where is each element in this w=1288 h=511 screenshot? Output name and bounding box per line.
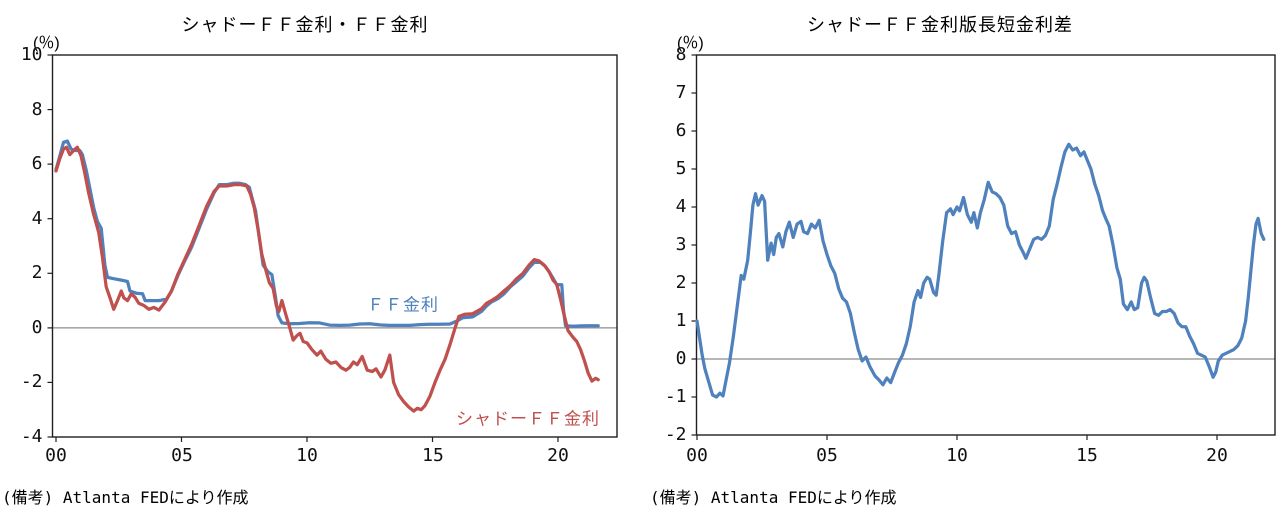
x-tick-label: 15 [422,445,444,466]
y-tick-label: -1 [664,386,687,407]
y-tick-label: 2 [31,262,43,283]
y-tick-label: 5 [675,158,687,179]
series-label-ff-rate: ＦＦ金利 [367,295,439,315]
y-tick-label: 4 [675,196,687,217]
y-tick-label: -2 [664,424,687,445]
x-tick-label: 20 [1206,445,1228,466]
x-tick-label: 00 [45,445,67,466]
left-chart-title: シャドーＦＦ金利・ＦＦ金利 [181,15,429,35]
x-tick-label: 05 [816,445,838,466]
x-tick-label: 00 [686,445,708,466]
y-tick-label: 7 [675,82,687,103]
x-tick-label: 10 [946,445,968,466]
left-chart-unit-label: (％) [33,35,60,52]
y-tick-label: 8 [675,44,687,65]
right-chart-unit-label: (％) [677,35,704,52]
y-tick-label: 8 [31,99,43,120]
y-tick-label: -4 [20,426,43,447]
series-line-0-1 [54,145,600,413]
x-tick-label: 10 [296,445,318,466]
y-tick-label: 0 [31,317,43,338]
left-chart-note: (備考) Atlanta FEDにより作成 [2,488,249,507]
y-tick-label: 0 [675,348,687,369]
right-chart-note: (備考) Atlanta FEDにより作成 [650,488,897,507]
series-label-shadow-ff-rate: シャドーＦＦ金利 [456,409,600,429]
y-tick-label: 10 [20,44,43,65]
x-tick-label: 15 [1076,445,1098,466]
y-tick-label: 4 [31,208,43,229]
right-chart-title: シャドーＦＦ金利版長短金利差 [807,15,1073,35]
y-tick-label: 3 [675,234,687,255]
y-tick-label: 6 [31,153,43,174]
x-tick-label: 05 [171,445,193,466]
y-tick-label: 6 [675,120,687,141]
plot-border [51,54,618,438]
series-line-1-0 [695,142,1266,399]
y-tick-label: 1 [675,310,687,331]
x-tick-label: 20 [547,445,569,466]
y-tick-label: -2 [20,371,43,392]
y-tick-label: 2 [675,272,687,293]
